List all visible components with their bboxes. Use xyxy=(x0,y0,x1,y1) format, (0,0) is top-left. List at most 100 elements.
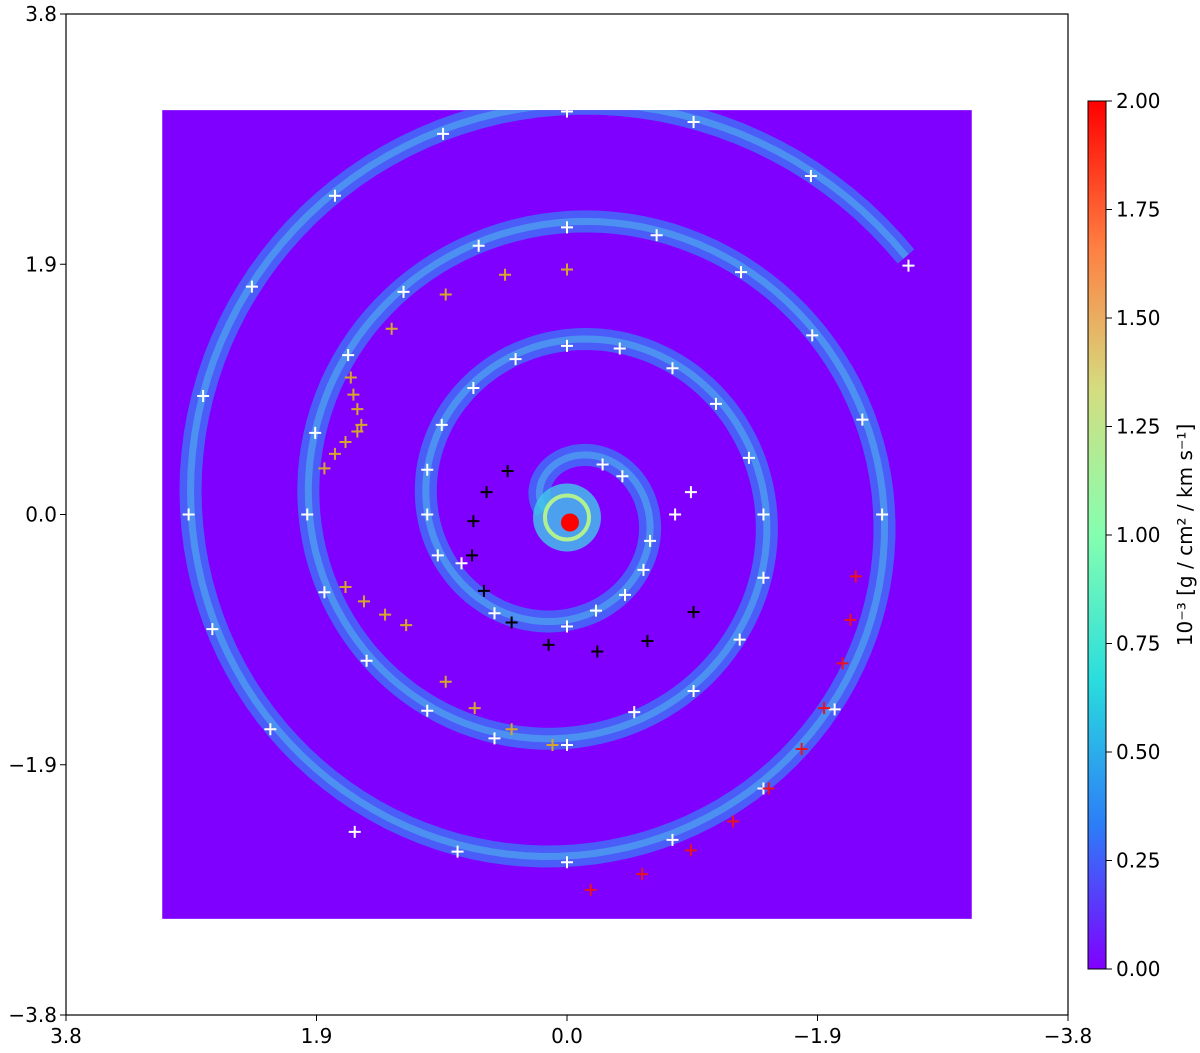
marker xyxy=(561,263,573,276)
marker xyxy=(733,633,746,646)
colorbar xyxy=(1087,100,1107,970)
marker xyxy=(684,486,697,499)
core xyxy=(561,513,579,532)
marker xyxy=(318,586,331,599)
marker xyxy=(856,413,869,426)
marker xyxy=(644,534,657,547)
marker xyxy=(360,654,373,667)
marker xyxy=(762,782,775,795)
y-tick-label: −3.8 xyxy=(8,1003,57,1027)
marker xyxy=(669,508,682,521)
colorbar-tick-label: 0.25 xyxy=(1116,849,1161,873)
marker xyxy=(351,425,364,438)
marker xyxy=(637,563,650,576)
marker xyxy=(687,684,700,697)
x-tick-label: 1.9 xyxy=(301,1024,333,1048)
marker xyxy=(666,362,679,375)
marker xyxy=(499,268,512,281)
marker xyxy=(757,571,770,584)
colorbar-tick-label: 2.00 xyxy=(1116,89,1161,113)
marker xyxy=(488,607,501,620)
marker xyxy=(616,470,629,483)
colorbar-tick-label: 0.50 xyxy=(1116,740,1161,764)
marker xyxy=(421,508,434,521)
colorbar-tick-label: 1.50 xyxy=(1116,306,1161,330)
marker xyxy=(379,608,392,621)
marker xyxy=(439,288,452,301)
marker xyxy=(197,389,210,402)
marker xyxy=(666,833,679,846)
marker xyxy=(561,105,573,118)
marker xyxy=(546,738,559,751)
marker xyxy=(641,634,654,647)
marker xyxy=(355,418,368,431)
marker xyxy=(348,825,361,838)
marker xyxy=(421,463,434,476)
marker xyxy=(742,451,755,464)
colorbar-tick-label: 0.00 xyxy=(1116,957,1161,981)
spiral-arm-core xyxy=(186,110,909,861)
marker xyxy=(757,508,770,521)
marker xyxy=(828,703,841,716)
marker xyxy=(876,508,889,521)
colorbar-tick-label: 1.00 xyxy=(1116,523,1161,547)
marker xyxy=(357,595,370,608)
marker xyxy=(509,353,522,366)
marker xyxy=(561,856,573,869)
colorbar-tick-label: 1.75 xyxy=(1116,198,1161,222)
marker xyxy=(477,584,490,597)
y-tick-label: 3.8 xyxy=(25,2,57,26)
colorbar-label: 10⁻³ [g / cm² / km s⁻¹] xyxy=(1173,424,1197,647)
colorbar-tick-label: 1.25 xyxy=(1116,415,1161,439)
marker xyxy=(455,557,468,570)
marker xyxy=(182,508,195,521)
marker xyxy=(351,403,364,416)
marker xyxy=(435,418,448,431)
marker xyxy=(480,486,493,499)
marker xyxy=(613,342,626,355)
marker xyxy=(505,723,518,736)
marker xyxy=(451,845,464,858)
marker xyxy=(902,259,915,272)
marker xyxy=(561,221,573,234)
x-tick-label: 0.0 xyxy=(551,1024,583,1048)
marker xyxy=(628,706,641,719)
marker xyxy=(309,426,322,439)
marker xyxy=(709,397,722,410)
marker xyxy=(501,465,514,478)
marker xyxy=(385,322,398,335)
marker xyxy=(806,329,819,342)
marker xyxy=(468,702,481,715)
marker xyxy=(245,280,258,293)
density-image xyxy=(179,110,915,868)
marker xyxy=(431,549,444,562)
marker xyxy=(561,738,573,751)
marker xyxy=(339,436,352,449)
marker xyxy=(687,116,700,129)
marker xyxy=(437,127,450,140)
marker xyxy=(727,815,740,828)
marker xyxy=(849,570,862,583)
marker xyxy=(619,588,632,601)
marker xyxy=(505,616,518,629)
marker xyxy=(318,462,331,475)
colorbar-tick-label: 0.75 xyxy=(1116,632,1161,656)
x-tick-label: 3.8 xyxy=(50,1024,82,1048)
marker xyxy=(561,339,573,352)
marker xyxy=(439,675,452,688)
inner-ring xyxy=(543,493,591,542)
marker xyxy=(397,285,410,298)
marker xyxy=(804,170,817,183)
marker xyxy=(301,508,314,521)
marker xyxy=(650,229,663,242)
marker xyxy=(561,620,573,633)
marker xyxy=(264,723,277,736)
marker xyxy=(687,605,700,618)
marker xyxy=(206,623,219,636)
marker xyxy=(347,388,360,401)
marker xyxy=(591,645,604,658)
marker xyxy=(342,349,355,362)
marker xyxy=(466,549,479,562)
marker xyxy=(344,371,357,384)
